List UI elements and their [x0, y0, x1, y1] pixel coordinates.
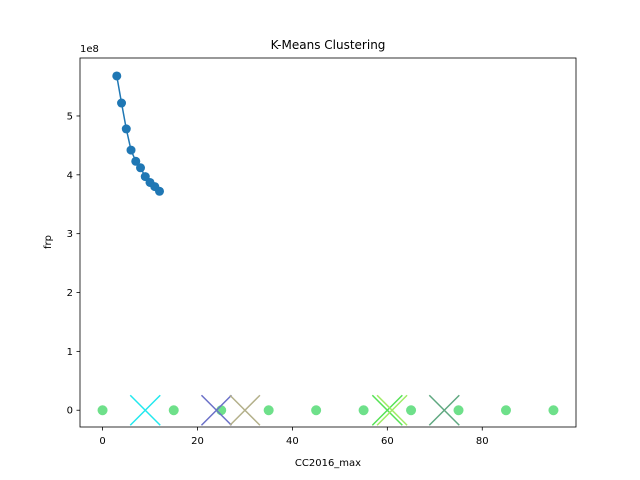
y-axis-label: frp	[43, 235, 54, 249]
centroid-stroke	[229, 394, 261, 426]
scatter-point	[97, 405, 108, 416]
line-point	[136, 163, 146, 173]
line-point	[131, 156, 141, 166]
centroid-stroke	[371, 394, 403, 426]
line-point	[117, 98, 127, 108]
centroid-marker	[229, 394, 261, 426]
x-tick-label: 40	[286, 436, 299, 447]
scatter-point	[453, 405, 464, 416]
y-tick-label: 1	[67, 347, 73, 358]
y-tick-label: 2	[67, 288, 73, 299]
line-point	[126, 145, 136, 155]
scatter-point	[548, 405, 559, 416]
centroid-stroke	[200, 394, 232, 426]
centroid-stroke	[129, 394, 161, 426]
x-tick-label: 60	[381, 436, 394, 447]
scatter-point	[263, 405, 274, 416]
plot-area	[97, 71, 559, 426]
axes-frame	[79, 57, 577, 428]
centroid-marker	[371, 394, 403, 426]
centroid-marker	[428, 394, 460, 426]
y-tick-label: 0	[67, 406, 73, 417]
scatter-point	[216, 405, 227, 416]
y-offset-text: 1e8	[80, 44, 99, 55]
x-axis-label: CC2016_max	[295, 458, 361, 469]
y-tick-label: 5	[67, 111, 73, 122]
scatter-point	[311, 405, 322, 416]
axes: 0 20 40 60 80 0 1 2 3 4 5	[67, 57, 577, 447]
x-tick-label: 20	[191, 436, 204, 447]
centroid-marker	[376, 394, 408, 426]
line-point	[155, 186, 165, 196]
centroid-marker	[129, 394, 161, 426]
x-tick-label: 80	[476, 436, 489, 447]
line-point	[121, 124, 131, 134]
y-tick-label: 4	[67, 170, 73, 181]
scatter-point	[168, 405, 179, 416]
line-point	[112, 71, 122, 81]
y-tick-label: 3	[67, 229, 73, 240]
x-tick-label: 0	[99, 436, 105, 447]
scatter-point	[500, 405, 511, 416]
centroid-stroke	[428, 394, 460, 426]
scatter-point	[406, 405, 417, 416]
scatter-point	[358, 405, 369, 416]
chart-title: K-Means Clustering	[271, 38, 386, 52]
centroid-stroke	[376, 394, 408, 426]
centroid-marker	[200, 394, 232, 426]
